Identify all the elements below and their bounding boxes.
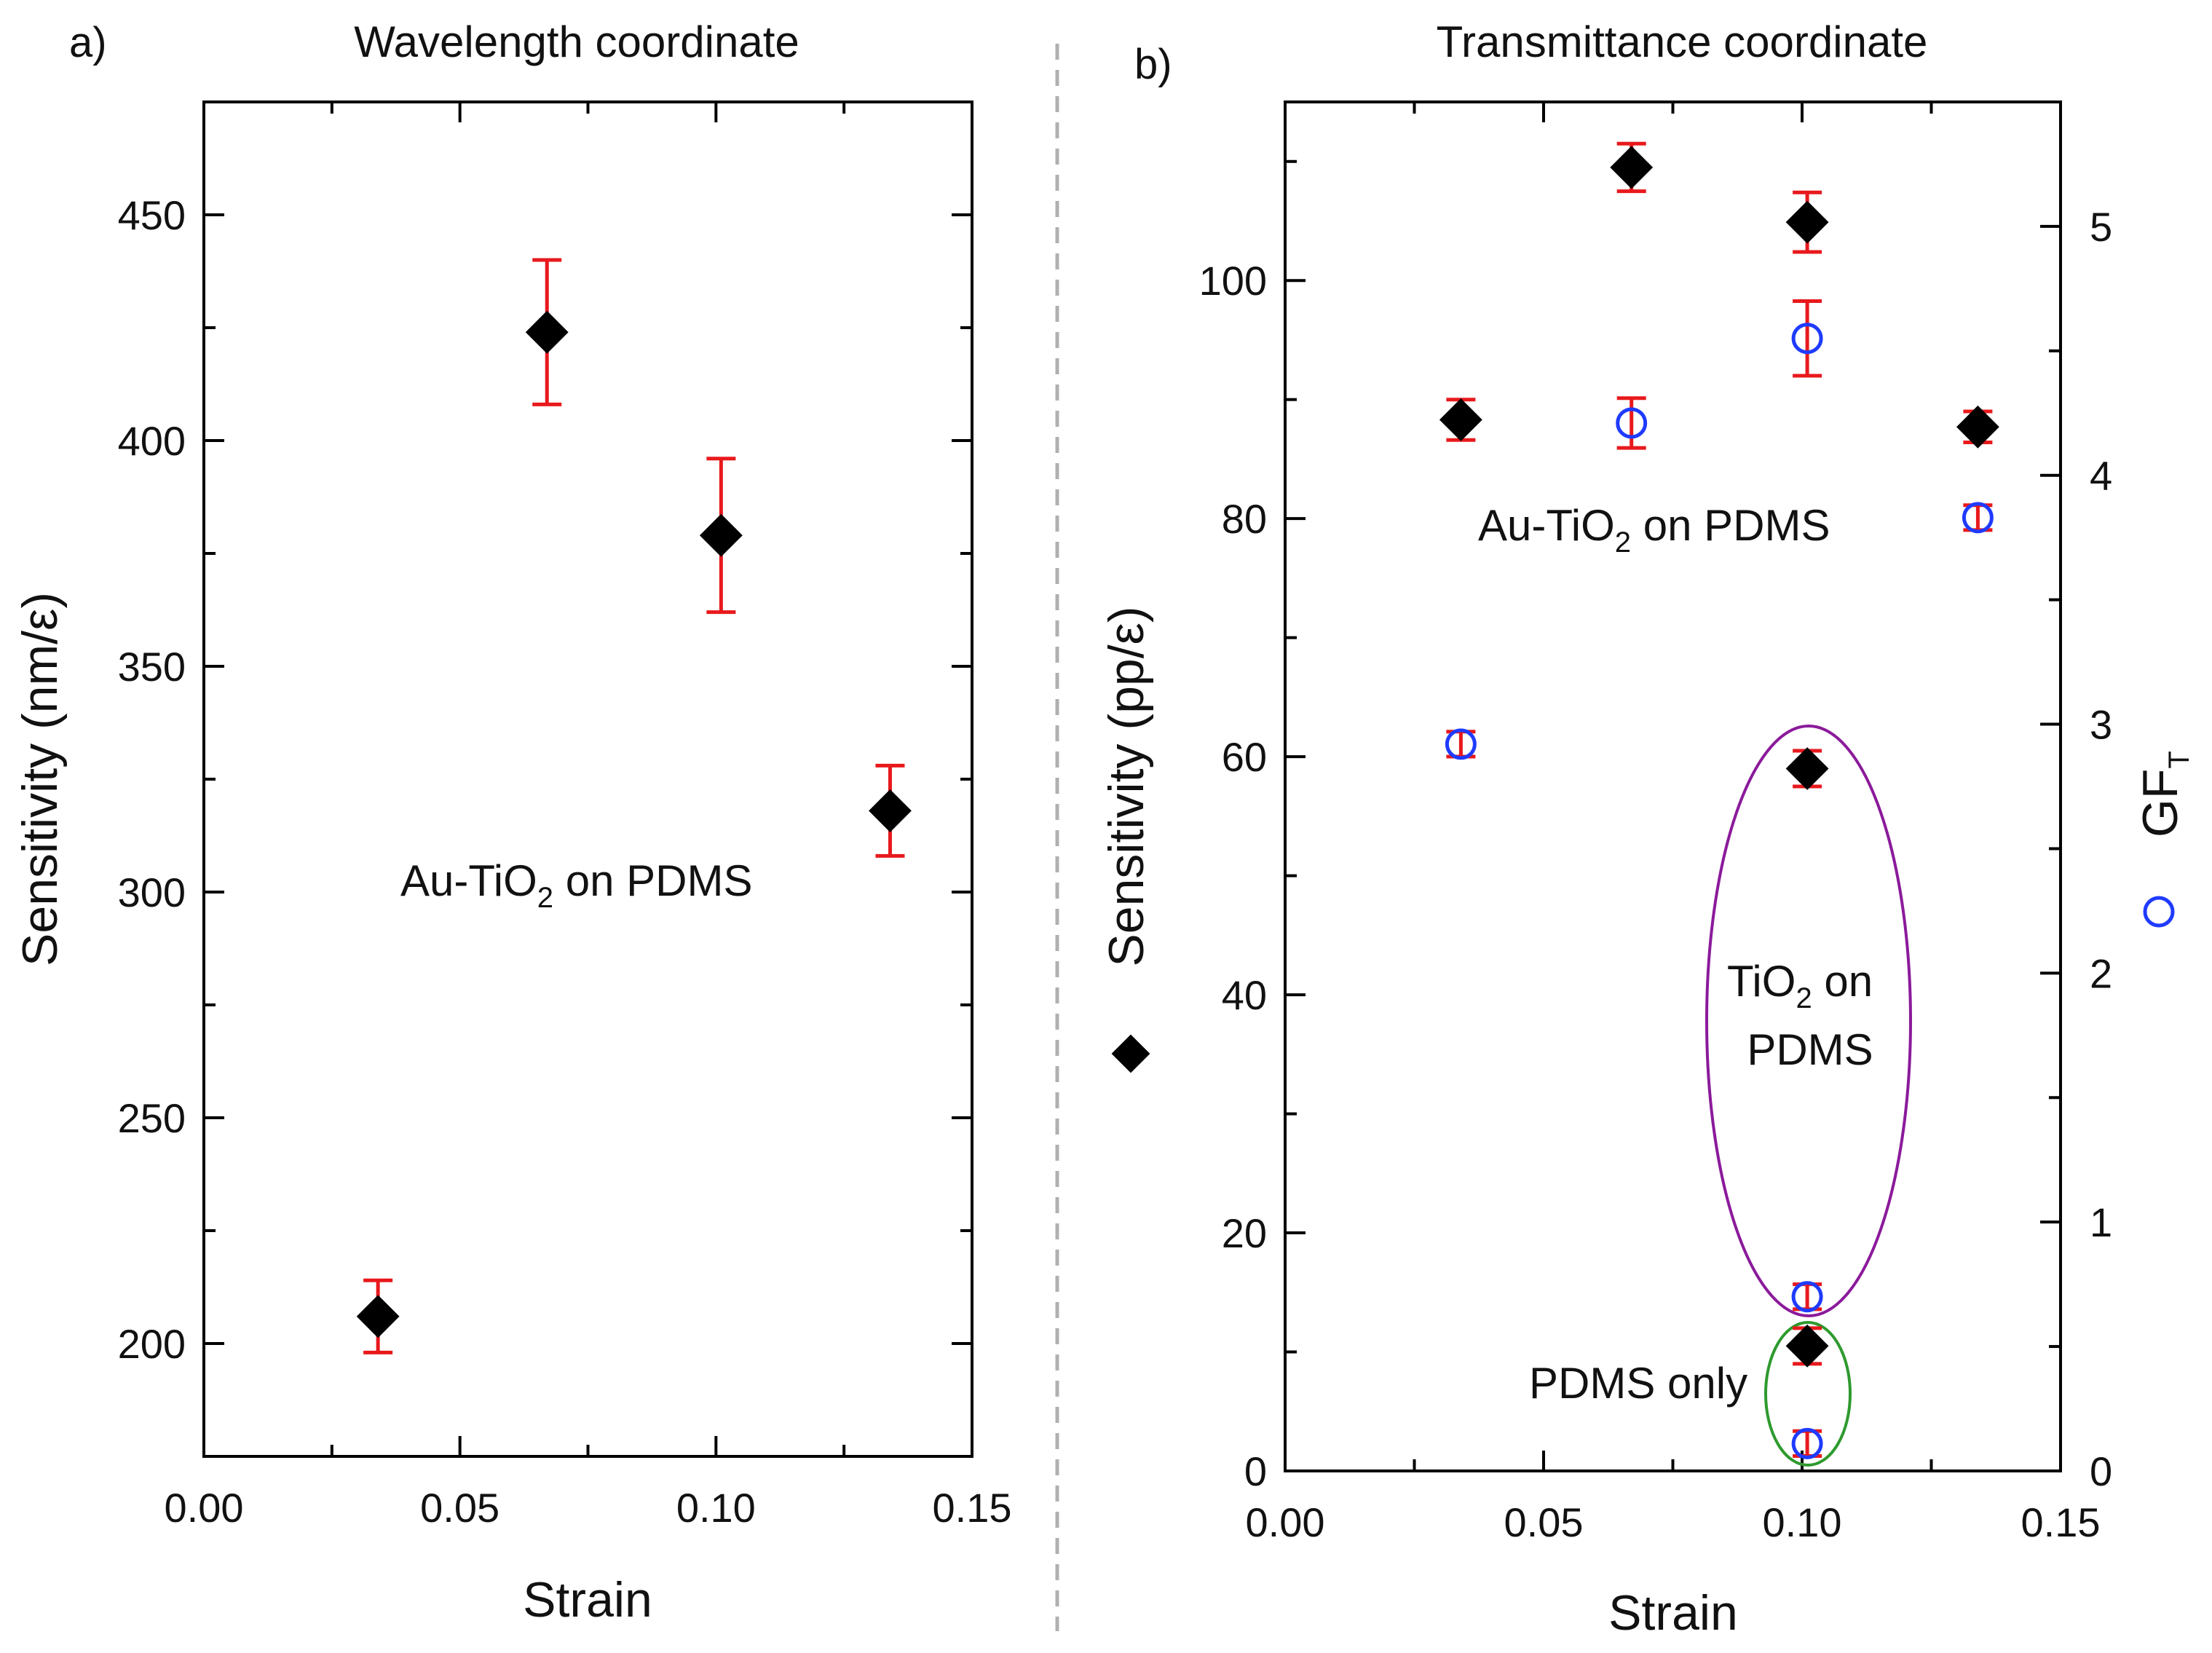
panel-a-y-tick-label: 200 bbox=[118, 1321, 186, 1367]
panel-a-x-axis-title: Strain bbox=[523, 1572, 652, 1628]
panel-a-x-tick-labels: 0.00 0.05 0.10 0.15 bbox=[165, 1485, 1012, 1531]
error-bar bbox=[1616, 396, 1646, 450]
data-point-diamond bbox=[1610, 146, 1654, 189]
panel-b-y-tick-label: 80 bbox=[1222, 496, 1267, 542]
panel-b-annotation-pdms-only: PDMS only bbox=[1529, 1359, 1747, 1408]
panel-b-y2-tick-labels: 0 1 2 3 4 5 bbox=[2090, 204, 2112, 1494]
panel-b-y-tick-label: 60 bbox=[1222, 734, 1267, 780]
data-point-diamond bbox=[525, 310, 569, 354]
data-point-diamond bbox=[1785, 747, 1829, 790]
panel-b-x-tick-label: 0.00 bbox=[1246, 1499, 1325, 1545]
panel-b-label: b) bbox=[1134, 41, 1172, 88]
panel-b-plot-frame bbox=[1284, 100, 2062, 1472]
panel-a-label: a) bbox=[69, 19, 107, 66]
error-bar bbox=[1793, 299, 1822, 378]
pdms-only-highlight-ellipse bbox=[1764, 1321, 1852, 1467]
panel-b-annotation-tio2-line2: PDMS bbox=[1747, 1025, 1873, 1074]
panel-b-y2-tick-label: 0 bbox=[2090, 1448, 2112, 1494]
panel-a-x-tick-label: 0.00 bbox=[165, 1485, 244, 1531]
tio2-highlight-ellipse bbox=[1705, 725, 1912, 1317]
panel-a: a) Wavelength coordinate 0.00 0.05 0.10 … bbox=[12, 17, 1012, 1628]
data-point-diamond bbox=[1956, 405, 1999, 449]
panel-b-x-tick-label: 0.05 bbox=[1504, 1499, 1584, 1545]
data-point-circle bbox=[1616, 407, 1648, 439]
panel-b-y2-tick-label: 1 bbox=[2090, 1199, 2112, 1245]
panel-a-y-tick-label: 400 bbox=[118, 418, 186, 464]
data-point-diamond bbox=[699, 513, 743, 557]
panel-b-x-tick-labels: 0.00 0.05 0.10 0.15 bbox=[1246, 1499, 2101, 1545]
panel-b-x-tick-label: 0.15 bbox=[2021, 1499, 2101, 1545]
data-point-diamond bbox=[1785, 200, 1829, 244]
panel-b-y-tick-label: 20 bbox=[1222, 1210, 1267, 1256]
data-point-diamond bbox=[356, 1295, 400, 1338]
panel-b-y2-tick-label: 3 bbox=[2090, 702, 2112, 748]
panel-b-y2-tick-label: 2 bbox=[2090, 950, 2112, 996]
panel-b-ticks bbox=[1284, 100, 2062, 1472]
data-point-diamond bbox=[1439, 398, 1482, 441]
data-point-circle bbox=[1445, 728, 1477, 760]
panel-b-y-tick-labels: 0 20 40 60 80 100 bbox=[1199, 258, 1267, 1494]
panel-a-y-tick-label: 350 bbox=[118, 644, 186, 690]
panel-b-y-tick-label: 40 bbox=[1222, 972, 1267, 1018]
panel-a-x-tick-label: 0.10 bbox=[676, 1485, 756, 1531]
panel-a-x-tick-label: 0.15 bbox=[933, 1485, 1012, 1531]
panel-a-y-tick-label: 250 bbox=[118, 1095, 186, 1141]
panel-b-x-tick-label: 0.10 bbox=[1763, 1499, 1842, 1545]
panel-a-y-tick-label: 300 bbox=[118, 869, 186, 915]
panel-a-x-tick-label: 0.05 bbox=[420, 1485, 499, 1531]
panel-b-y-tick-label: 0 bbox=[1244, 1448, 1267, 1494]
panel-b-y2-axis-legend-circle bbox=[2143, 896, 2175, 928]
panel-a-annotation-au-tio2: Au-TiO2 on PDMS bbox=[400, 856, 752, 914]
panel-a-y-axis-title: Sensitivity (nm/ε) bbox=[12, 592, 68, 966]
panel-a-y-tick-labels: 200 250 300 350 400 450 bbox=[118, 192, 186, 1367]
panel-b-y-tick-label: 100 bbox=[1199, 258, 1267, 304]
panel-b-x-axis-title: Strain bbox=[1608, 1585, 1738, 1641]
data-point-circle bbox=[1791, 323, 1823, 355]
data-point-circle bbox=[1791, 1281, 1823, 1313]
panel-a-title: Wavelength coordinate bbox=[354, 17, 799, 66]
panel-b-y-axis-title: Sensitivity (pp/ε) bbox=[1099, 606, 1154, 966]
panel-b-title: Transmittance coordinate bbox=[1437, 17, 1928, 66]
panel-a-ticks bbox=[202, 100, 973, 1458]
panel-b-y2-tick-label: 4 bbox=[2090, 453, 2112, 499]
data-point-circle bbox=[1962, 502, 1994, 534]
panel-a-y-tick-label: 450 bbox=[118, 192, 186, 238]
data-point-diamond bbox=[869, 789, 912, 832]
panel-a-data-points bbox=[356, 258, 912, 1354]
data-point-diamond bbox=[1785, 1324, 1829, 1368]
panel-b-annotation-au-tio2: Au-TiO2 on PDMS bbox=[1478, 501, 1830, 559]
data-point-circle bbox=[1791, 1427, 1823, 1459]
panel-b-annotation-tio2-line1: TiO2 on bbox=[1727, 957, 1873, 1014]
panel-a-plot-frame bbox=[202, 100, 973, 1458]
panel-b-y2-axis-title: GFT bbox=[2133, 751, 2195, 837]
panel-b-y2-tick-label: 5 bbox=[2090, 204, 2112, 250]
panel-b-data-points bbox=[1439, 141, 1999, 1459]
panel-b: b) Transmittance coordinate 0.00 0.05 0.… bbox=[1099, 17, 2195, 1641]
panel-b-y-axis-legend-diamond bbox=[1111, 1034, 1150, 1073]
